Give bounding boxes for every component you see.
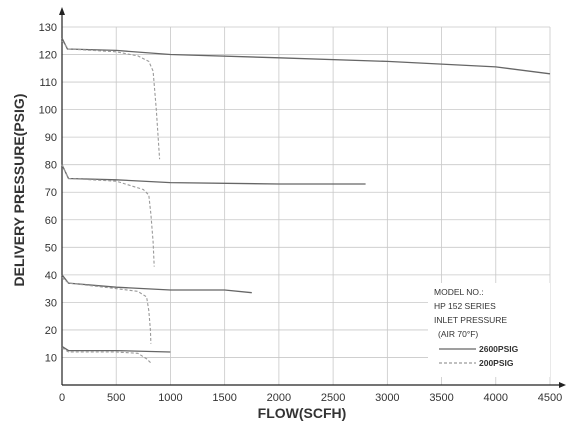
x-tick-label: 1500 [212, 392, 236, 404]
series-line-2600psig [61, 345, 171, 353]
y-tick-label: 120 [39, 50, 57, 62]
x-axis-title: FLOW(SCFH) [258, 405, 347, 421]
x-tick-label: 4500 [538, 392, 562, 404]
legend-line-2: HP 152 SERIES [434, 301, 496, 311]
y-tick-label: 10 [45, 352, 57, 364]
y-tick-label: 40 [45, 270, 57, 282]
x-tick-label: 4000 [484, 392, 508, 404]
y-axis-title: DELIVERY PRESSURE(PSIG) [11, 94, 27, 287]
legend-line-3: INLET PRESSURE [434, 315, 507, 325]
y-tick-label: 130 [39, 22, 57, 34]
y-tick-label: 110 [39, 77, 57, 89]
y-axis-arrow [59, 7, 65, 15]
x-tick-label: 3000 [375, 392, 399, 404]
legend-entry-2600psig: 2600PSIG [479, 344, 519, 354]
series-line-200psig [61, 40, 161, 160]
y-tick-label: 70 [45, 187, 57, 199]
axes [59, 7, 566, 388]
y-tick-label: 90 [45, 132, 57, 144]
y-tick-label: 80 [45, 160, 57, 172]
y-tick-label: 30 [45, 297, 57, 309]
series-line-200psig [61, 164, 155, 267]
legend-line-1: MODEL NO.: [434, 287, 484, 297]
series-line-200psig [61, 347, 152, 364]
x-tick-label: 1000 [158, 392, 182, 404]
tick-labels: 10 20 30 40 50 60 70 80 90 100 110 120 130 0 500 1000 15… [39, 22, 563, 404]
series-lines [61, 37, 551, 364]
series-line-2600psig [61, 164, 366, 185]
y-tick-label: 20 [45, 325, 57, 337]
series-line-2600psig [61, 274, 252, 294]
y-tick-label: 100 [39, 105, 57, 117]
y-tick-label: 50 [45, 242, 57, 254]
x-axis-arrow [559, 382, 566, 388]
x-tick-label: 0 [59, 392, 65, 404]
legend-entry-200psig: 200PSIG [479, 358, 514, 368]
legend-box [428, 283, 550, 377]
series-line-200psig [61, 277, 152, 344]
x-tick-label: 2000 [267, 392, 291, 404]
x-tick-label: 2500 [321, 392, 345, 404]
y-tick-label: 60 [45, 215, 57, 227]
legend: MODEL NO.: HP 152 SERIES INLET PRESSURE … [428, 283, 550, 377]
x-tick-label: 3500 [429, 392, 453, 404]
legend-line-4: (AIR 70°F) [438, 329, 478, 339]
x-tick-label: 500 [107, 392, 125, 404]
